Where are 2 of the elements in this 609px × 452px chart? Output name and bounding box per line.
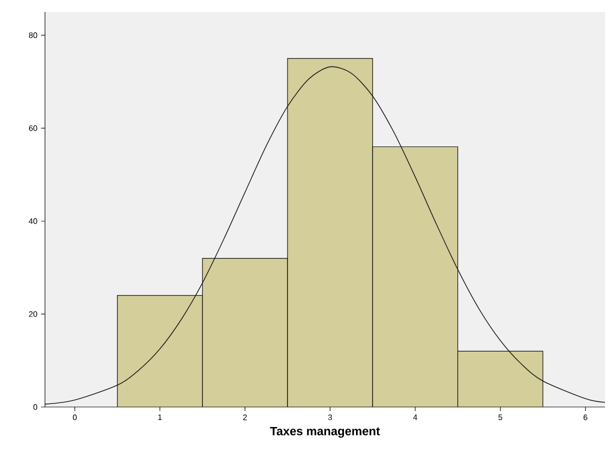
x-axis-title: Taxes management [270, 426, 380, 438]
line-series [45, 66, 606, 405]
